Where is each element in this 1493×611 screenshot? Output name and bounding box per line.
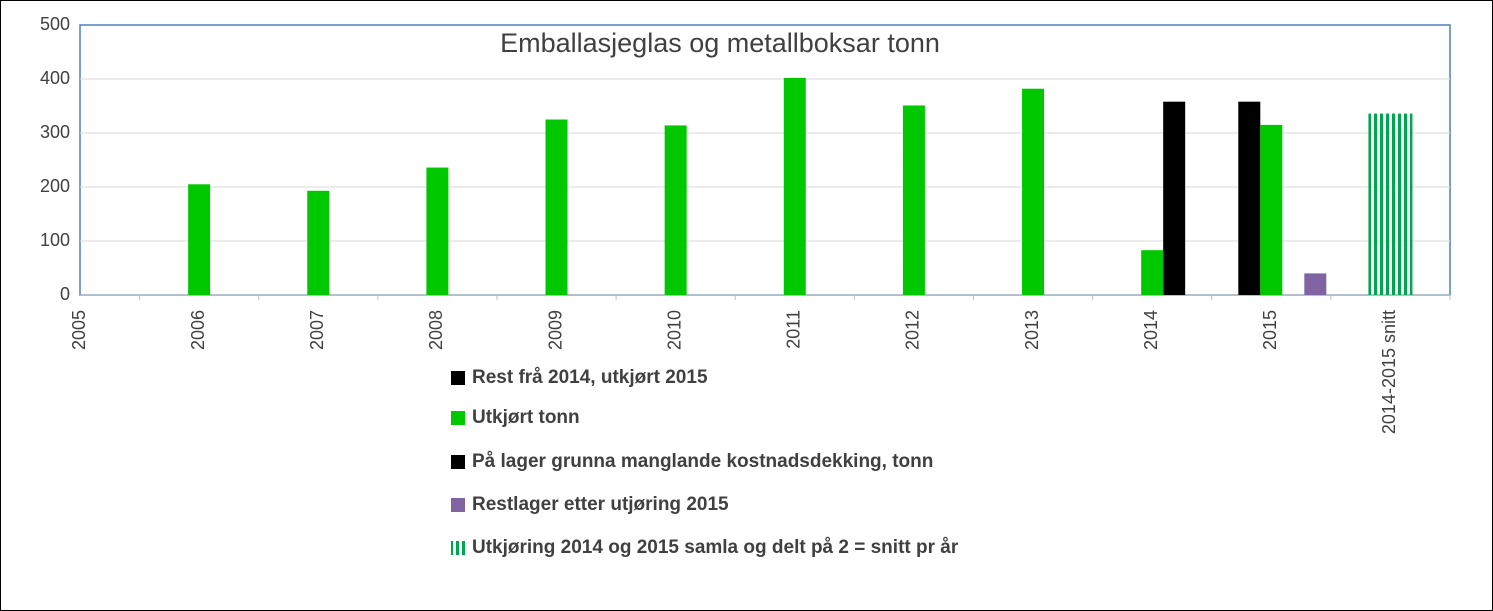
- bar: [664, 125, 687, 295]
- bar: [188, 184, 211, 295]
- x-tick-label: 2009: [545, 310, 565, 350]
- y-tick-label: 300: [40, 122, 70, 142]
- x-tick-label: 2015: [1260, 310, 1280, 350]
- x-tick-label: 2006: [188, 310, 208, 350]
- x-tick-label: 2005: [69, 310, 89, 350]
- y-tick-label: 400: [40, 68, 70, 88]
- bar: [1238, 101, 1261, 296]
- bar: [1163, 101, 1186, 296]
- legend-swatch: [451, 498, 465, 512]
- y-tick-label: 0: [60, 284, 70, 304]
- legend-swatch: [451, 455, 465, 469]
- bar: [902, 105, 925, 296]
- bar: [1022, 88, 1045, 295]
- legend-label: Restlager etter utjøring 2015: [472, 494, 729, 515]
- legend-label: Utkjørt tonn: [472, 407, 580, 428]
- x-tick-label: 2014: [1141, 310, 1161, 350]
- x-tick-label: 2007: [307, 310, 327, 350]
- legend-label: Utkjøring 2014 og 2015 samla og delt på …: [472, 537, 959, 558]
- bar: [307, 190, 330, 295]
- x-tick-label: 2011: [784, 310, 804, 349]
- bar: [1304, 273, 1327, 295]
- legend-swatch: [451, 411, 465, 425]
- legend-swatch: [451, 541, 465, 555]
- bar: [545, 119, 568, 295]
- x-tick-label: 2013: [1022, 310, 1042, 350]
- x-tick-label: 2012: [903, 310, 923, 350]
- y-tick-label: 200: [40, 176, 70, 196]
- legend-label: Rest frå 2014, utkjørt 2015: [472, 367, 708, 388]
- y-tick-label: 500: [40, 14, 70, 34]
- bar: [426, 167, 449, 295]
- legend-label: På lager grunna manglande kostnadsdekkin…: [472, 451, 933, 472]
- bar: [1141, 250, 1164, 295]
- bar: [1368, 113, 1413, 295]
- bar: [1260, 124, 1283, 296]
- chart-title: Emballasjeglas og metallboksar tonn: [500, 28, 940, 58]
- x-tick-label: 2014-2015 snitt: [1379, 310, 1399, 434]
- y-tick-label: 100: [40, 230, 70, 250]
- x-tick-label: 2008: [426, 310, 446, 350]
- legend-swatch: [451, 371, 465, 385]
- x-tick-label: 2010: [664, 310, 684, 350]
- bar: [783, 77, 806, 295]
